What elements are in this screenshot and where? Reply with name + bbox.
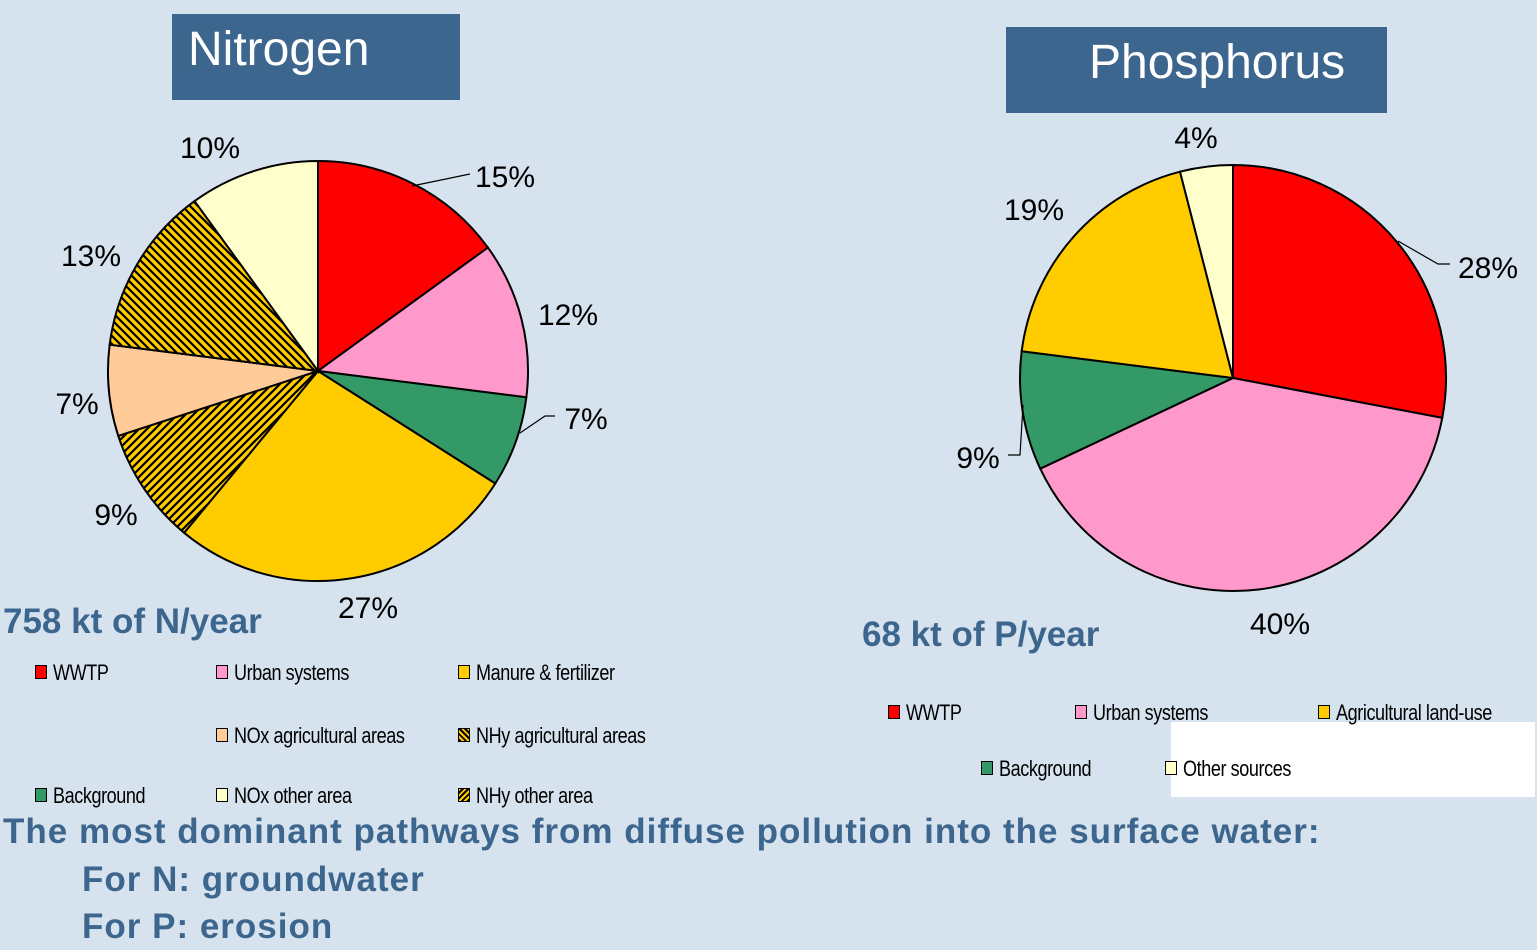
- legend-label: WWTP: [53, 660, 109, 685]
- legend-label: WWTP: [906, 700, 962, 725]
- phosphorus-slice-urban-systems: [1038, 376, 1444, 592]
- phosphorus-slice-label: 40%: [1250, 608, 1310, 641]
- legend-swatch: [35, 665, 47, 679]
- nitrogen-slice-wwtp: [317, 159, 490, 373]
- legend-swatch: [216, 728, 228, 742]
- nitrogen-slice-label: 13%: [61, 240, 121, 273]
- phosphorus-slice-label: 4%: [1174, 122, 1217, 155]
- nitrogen-total: 758 kt of N/year: [3, 602, 262, 641]
- legend-label: Background: [53, 783, 146, 808]
- nitrogen-slice-label: 7%: [564, 403, 607, 436]
- nitrogen-leader-line: [519, 415, 555, 434]
- legend-label: Urban systems: [1093, 700, 1208, 725]
- nitrogen-slice-label: 15%: [475, 161, 535, 194]
- phosphorus-total: 68 kt of P/year: [862, 615, 1100, 654]
- nitrogen-leader-line: [411, 173, 471, 187]
- nitrogen-slice-nox-other-area: [193, 159, 319, 375]
- legend-label: NOx other area: [234, 783, 352, 808]
- nitrogen-slice-nhy-agricultural-areas: [108, 199, 321, 373]
- legend-swatch: [981, 761, 993, 775]
- legend-label: Urban systems: [234, 660, 349, 685]
- legend-swatch: [888, 705, 900, 719]
- phosphorus-pie: 28% 40% 9% 19% 4%: [956, 122, 1518, 641]
- pathway-phosphorus: For P: erosion: [82, 907, 334, 946]
- phosphorus-slice-label: 19%: [1004, 194, 1064, 227]
- nitrogen-slice-nhy-other-area: [117, 368, 321, 535]
- legend-label: NHy other area: [476, 783, 593, 808]
- legend-label: Agricultural land-use: [1336, 700, 1492, 725]
- legend-swatch: [1318, 705, 1330, 719]
- pathways-heading: The most dominant pathways from diffuse …: [3, 812, 1321, 851]
- phosphorus-leader-line: [1008, 404, 1024, 456]
- legend-white-patch: [1171, 722, 1535, 797]
- nitrogen-slice-label: 7%: [55, 388, 98, 421]
- legend-swatch: [35, 788, 47, 802]
- phosphorus-slice-wwtp: [1232, 163, 1447, 420]
- legend-label: Other sources: [1183, 756, 1291, 781]
- legend-label: Background: [999, 756, 1092, 781]
- legend-swatch: [1075, 705, 1087, 719]
- phosphorus-slice-other-sources: [1178, 163, 1234, 379]
- legend-swatch: [458, 788, 470, 802]
- phosphorus-slice-label: 28%: [1458, 252, 1518, 285]
- nitrogen-title: Nitrogen: [172, 14, 460, 100]
- legend-label: Manure & fertilizer: [476, 660, 615, 685]
- nitrogen-slice-label: 12%: [538, 299, 598, 332]
- legend-swatch: [458, 665, 470, 679]
- nitrogen-slice-urban-systems: [315, 246, 529, 399]
- nitrogen-slice-manure-fertilizer: [182, 369, 497, 582]
- phosphorus-title: Phosphorus: [1006, 27, 1387, 113]
- legend-label: NHy agricultural areas: [476, 723, 646, 748]
- phosphorus-slice-agricultural-land-use: [1020, 170, 1235, 380]
- nitrogen-pie: 15% 12% 7% 27% 9% 7% 13% 10%: [55, 132, 607, 625]
- legend-swatch: [458, 728, 470, 742]
- pathway-nitrogen: For N: groundwater: [82, 860, 425, 899]
- nitrogen-slice-label: 9%: [94, 499, 137, 532]
- phosphorus-leader-line: [1397, 240, 1450, 265]
- legend-swatch: [216, 665, 228, 679]
- legend-swatch: [216, 788, 228, 802]
- phosphorus-slice-label: 9%: [956, 442, 999, 475]
- nitrogen-slice-label: 10%: [180, 132, 240, 165]
- nitrogen-slice-label: 27%: [338, 592, 398, 625]
- legend-swatch: [1165, 761, 1177, 775]
- legend-label: NOx agricultural areas: [234, 723, 405, 748]
